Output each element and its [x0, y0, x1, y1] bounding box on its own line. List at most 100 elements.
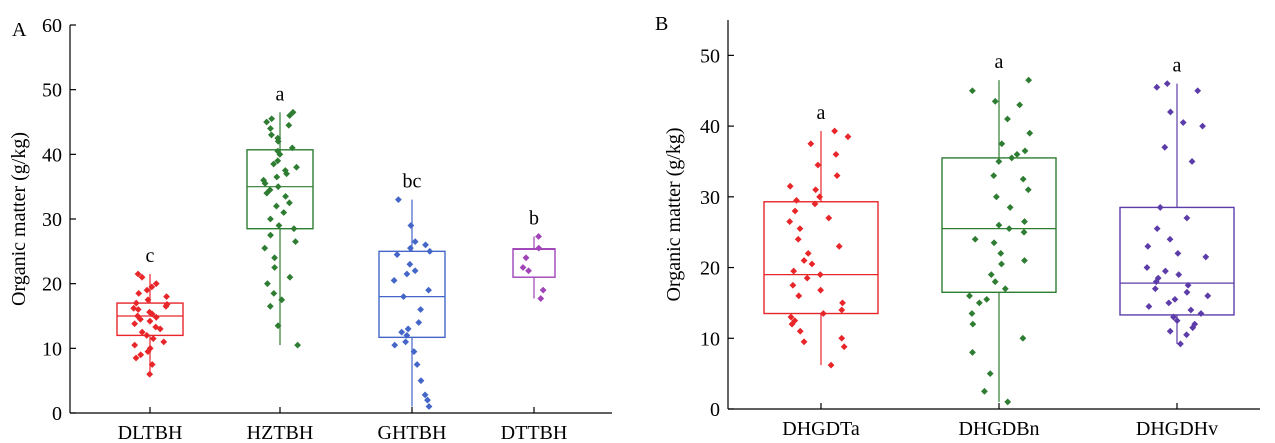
data-point: [425, 403, 433, 410]
data-point: [975, 299, 983, 307]
y-tick-label: 60: [42, 15, 62, 37]
data-point: [1189, 324, 1197, 332]
data-point: [803, 274, 811, 282]
data-point: [393, 251, 401, 258]
data-point: [966, 292, 973, 300]
data-point: [1199, 122, 1206, 130]
y-axis-title: Organic matter (g/kg): [663, 127, 685, 301]
panel-a: A 0 10 20 30 40 50 60 Organic matter (g/kg) DLTBH…: [8, 15, 612, 443]
data-point: [1143, 264, 1151, 271]
data-point: [522, 254, 530, 262]
data-point: [152, 313, 160, 321]
data-point: [146, 344, 154, 352]
data-point: [827, 361, 835, 369]
data-point: [995, 221, 1003, 229]
data-point: [273, 173, 281, 181]
data-point: [270, 289, 278, 297]
significance-letter: a: [276, 83, 285, 105]
data-point: [1145, 303, 1153, 310]
data-point: [400, 293, 407, 300]
x-tick-label: DHGDBn: [958, 418, 1039, 440]
data-point: [995, 158, 1003, 165]
data-point: [1161, 143, 1169, 151]
data-point: [838, 334, 846, 342]
data-point: [268, 131, 275, 139]
data-point: [796, 225, 804, 233]
data-point: [271, 254, 278, 262]
significance-letter: a: [995, 51, 1004, 73]
data-point: [426, 247, 434, 255]
data-point: [816, 271, 824, 279]
data-point: [831, 127, 839, 135]
box: [246, 149, 314, 230]
data-point: [415, 319, 423, 326]
data-point: [417, 306, 425, 313]
significance-letter: bc: [403, 171, 422, 193]
data-point: [1008, 154, 1016, 162]
data-point: [968, 310, 976, 317]
data-point: [260, 176, 267, 184]
data-point: [1016, 101, 1024, 109]
data-point: [998, 260, 1005, 268]
data-point: [390, 277, 398, 284]
y-tick-label: 50: [700, 45, 720, 67]
data-point: [1004, 398, 1012, 406]
data-point: [991, 278, 999, 286]
data-point: [1021, 147, 1029, 155]
data-point: [1177, 340, 1184, 348]
data-point: [1170, 313, 1177, 321]
data-point: [146, 317, 154, 325]
data-point: [992, 193, 1000, 201]
data-point: [1166, 235, 1174, 243]
data-point: [812, 186, 820, 194]
data-point: [814, 161, 822, 169]
data-point: [817, 286, 825, 294]
data-point: [786, 218, 794, 225]
data-point: [403, 270, 411, 278]
significance-letter: a: [1173, 55, 1182, 77]
data-point: [986, 370, 994, 378]
data-point: [800, 257, 808, 264]
data-point: [1154, 274, 1162, 282]
data-point: [289, 108, 297, 116]
data-point: [292, 238, 299, 246]
data-point: [288, 144, 296, 152]
data-point: [790, 267, 798, 275]
data-point: [839, 299, 846, 307]
data-point: [271, 264, 279, 271]
data-point: [160, 338, 168, 346]
data-point: [394, 196, 402, 203]
data-point: [274, 322, 282, 330]
data-point: [808, 260, 816, 268]
data-point: [404, 325, 412, 333]
data-point: [148, 361, 156, 368]
data-point: [398, 328, 406, 336]
data-point: [1163, 80, 1171, 88]
panel-label: B: [655, 13, 668, 35]
y-tick-label: 50: [42, 80, 62, 102]
data-point: [1161, 267, 1169, 275]
data-point: [1202, 253, 1210, 261]
data-point: [411, 267, 419, 275]
data-point: [1183, 288, 1191, 296]
y-tick-label: 20: [700, 258, 720, 280]
significance-letter: c: [146, 245, 155, 267]
data-point: [274, 183, 282, 191]
data-point: [1179, 119, 1187, 126]
data-point: [793, 196, 800, 204]
data-point: [136, 315, 144, 323]
y-axis-title: Organic matter (g/kg): [8, 132, 30, 306]
data-point: [285, 199, 293, 207]
x-tick-label: GHTBH: [378, 422, 447, 443]
data-point: [537, 295, 545, 302]
data-point: [1166, 327, 1174, 335]
data-point: [535, 233, 542, 240]
data-point: [146, 370, 154, 378]
data-point: [285, 121, 293, 129]
x-tick-label: DHGDHv: [1136, 418, 1218, 440]
data-point: [163, 293, 170, 300]
data-point: [1174, 250, 1182, 257]
data-point: [1194, 87, 1202, 95]
data-point: [1152, 278, 1160, 286]
